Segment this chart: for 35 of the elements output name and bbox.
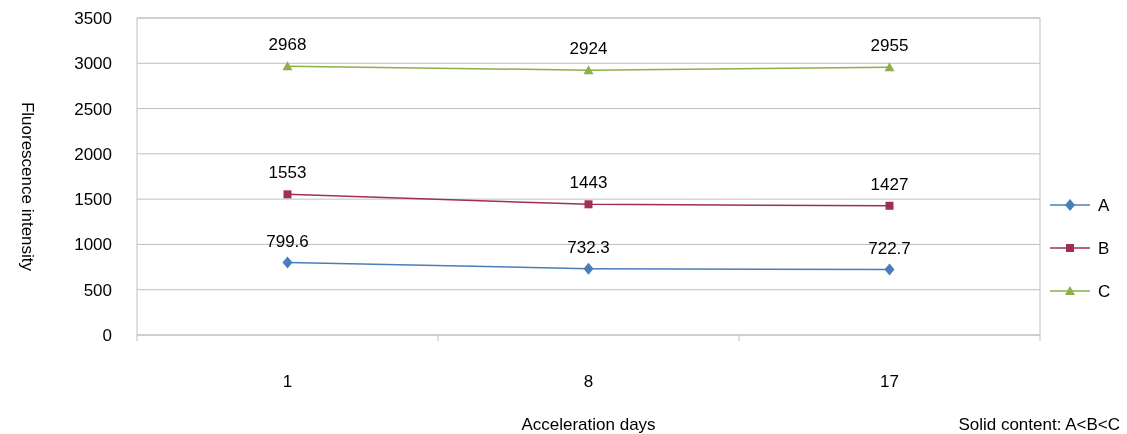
y-tick-label: 0 (102, 326, 112, 345)
point (584, 200, 593, 209)
data-label: 1553 (268, 163, 307, 183)
y-tick-label: 1500 (74, 190, 112, 210)
legend-label: C (1098, 282, 1111, 301)
data-label: 2968 (268, 35, 307, 55)
data-label: 2955 (870, 36, 909, 56)
x-axis-title: Acceleration days (521, 415, 656, 434)
y-tick-label: 1000 (74, 235, 112, 255)
legend-label: A (1098, 196, 1110, 215)
data-label: 1443 (569, 173, 608, 193)
data-label: 2924 (569, 39, 608, 59)
point (583, 262, 594, 275)
data-label: 1427 (870, 174, 909, 194)
y-tick-label: 3000 (74, 54, 112, 74)
legend-label: B (1098, 239, 1110, 258)
y-tick-label: 3500 (74, 9, 112, 28)
y-tick-label: 500 (83, 280, 112, 300)
data-label: 722.7 (868, 238, 911, 258)
point (283, 190, 292, 199)
point (282, 256, 293, 269)
point (885, 201, 894, 210)
x-tick-label: 17 (880, 372, 899, 391)
x-tick-label: 1 (282, 372, 293, 391)
text: Solid content: A<B<C (958, 415, 1120, 434)
x-tick-label: 8 (583, 372, 594, 391)
point (884, 263, 895, 276)
point (884, 62, 895, 72)
y-axis-title: Fluorescence intensity (18, 101, 37, 272)
point (583, 65, 594, 75)
data-label: 732.3 (567, 237, 610, 257)
point (282, 61, 293, 71)
data-label: 799.6 (266, 231, 309, 251)
y-tick-label: 2500 (74, 99, 112, 119)
y-tick-label: 2000 (74, 144, 112, 164)
